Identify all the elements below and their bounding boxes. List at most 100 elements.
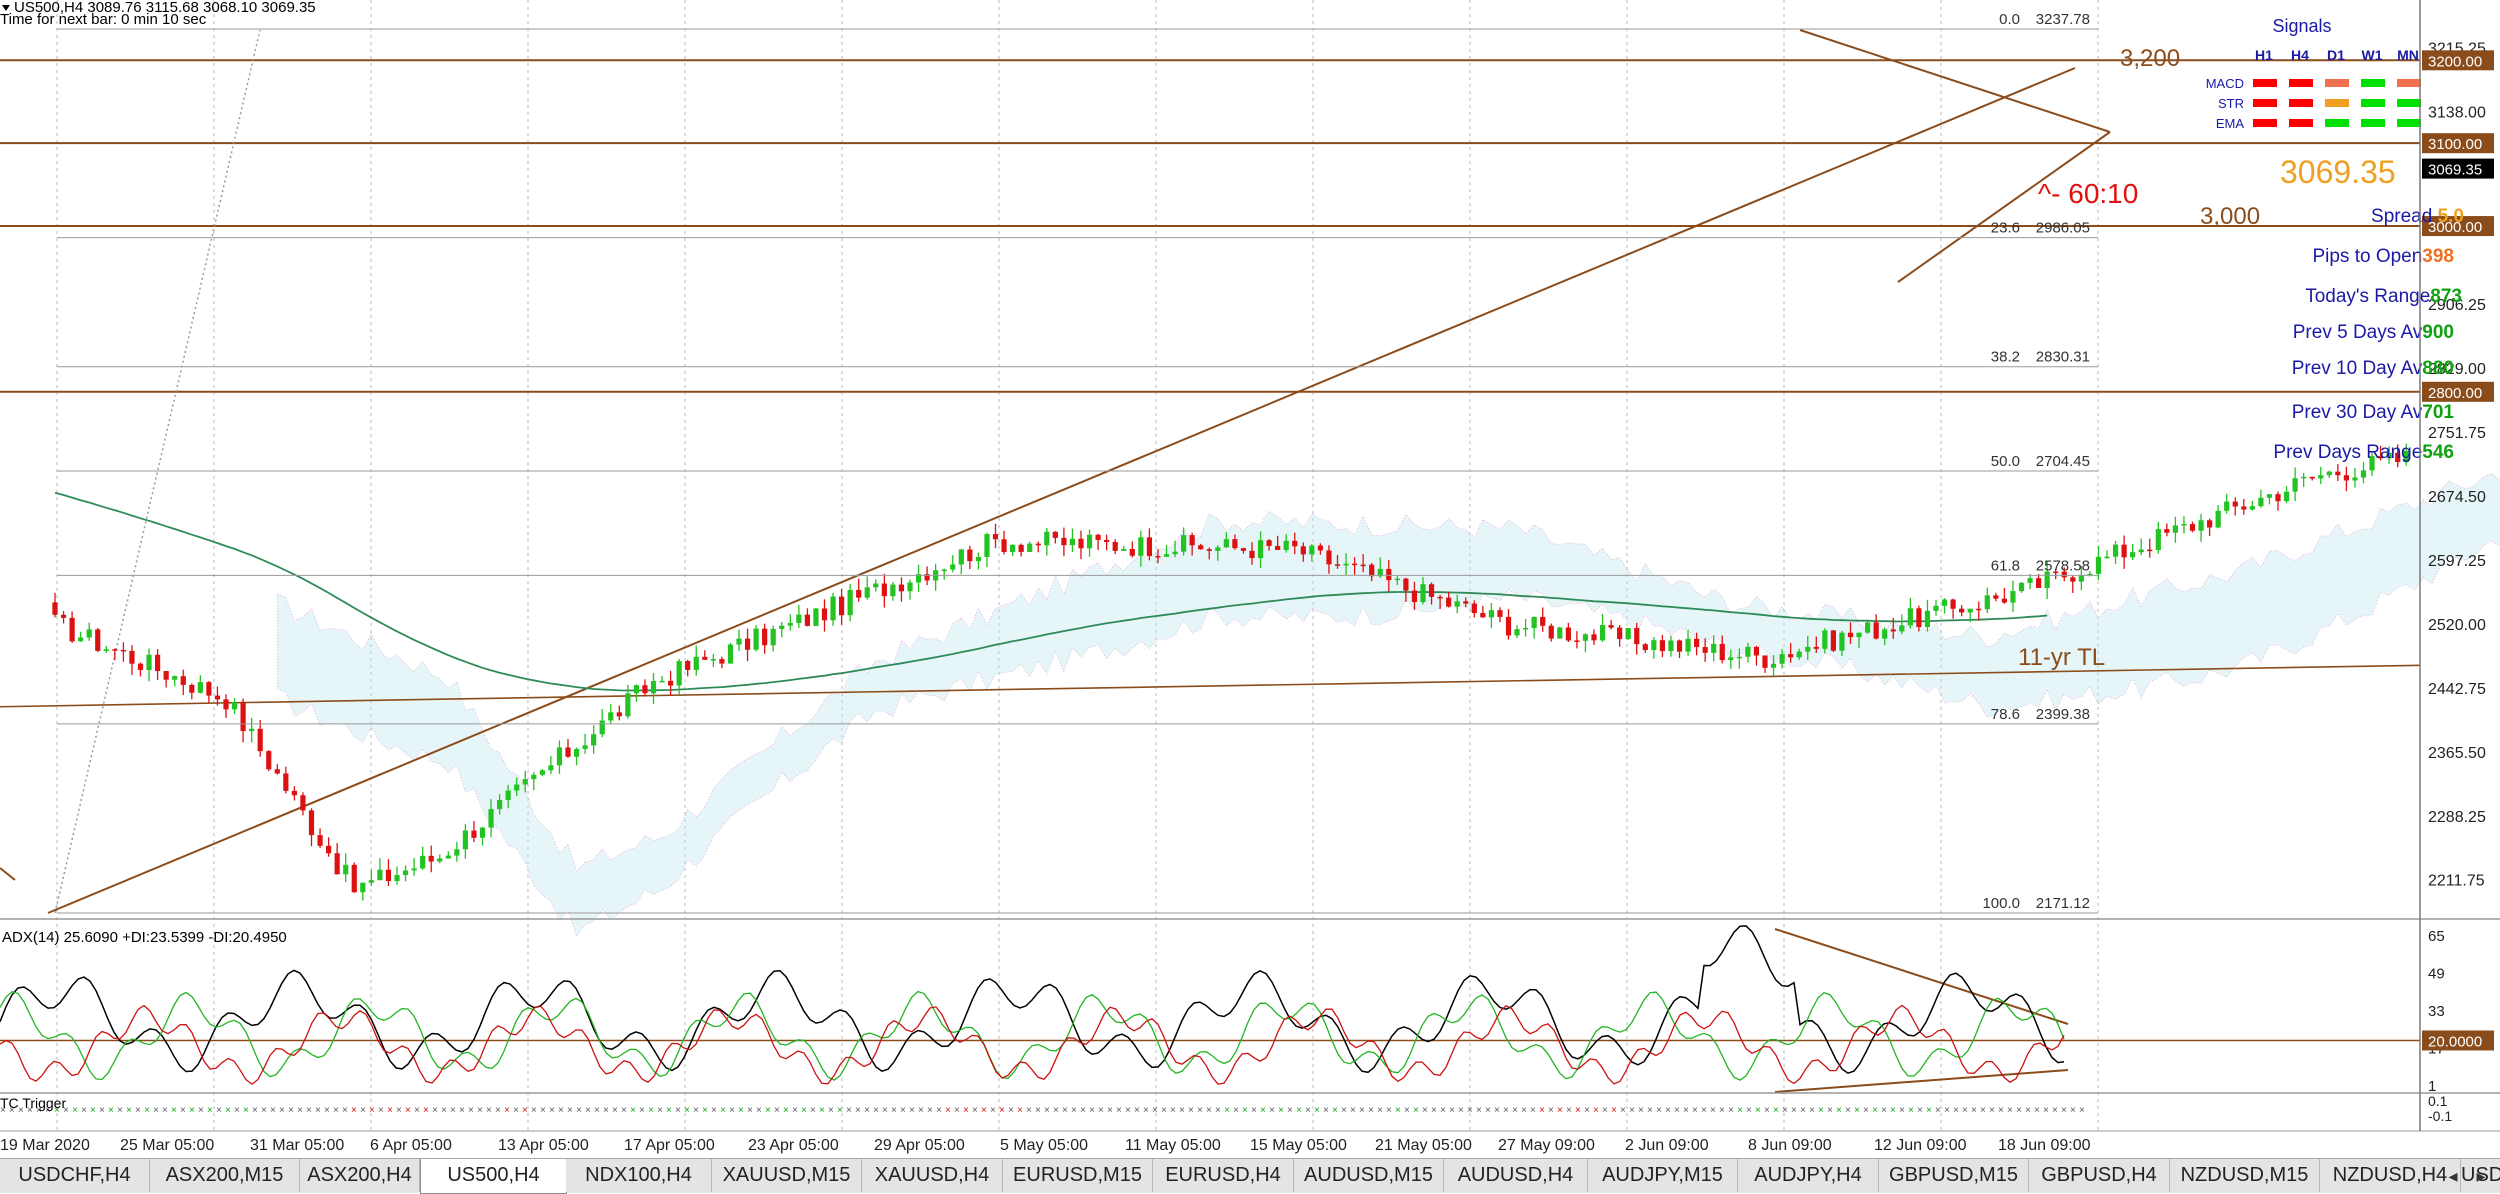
signal-indicator [2289,79,2313,87]
tab-audjpy-m15[interactable]: AUDJPY,M15 [1588,1159,1738,1192]
price-tag [2422,216,2494,237]
triangle-upper-line [1799,29,2111,133]
tab-audjpy-h4[interactable]: AUDJPY,H4 [1738,1159,1879,1192]
candle-body [334,853,340,875]
tab-us500-h4[interactable]: US500,H4 [420,1159,567,1194]
candle-body [642,685,648,694]
time-axis-label: 5 May 05:00 [1000,1137,1088,1154]
signal-timeframe: H1 [2255,47,2273,63]
tc-mark: × [594,1105,600,1116]
tc-mark: × [1404,1105,1410,1116]
candle-body [1488,610,1494,618]
tab-audusd-m15[interactable]: AUDUSD,M15 [1294,1159,1444,1192]
long-uptrend-line [47,67,2076,914]
tab-scroll-left-icon[interactable]: ◂ [2448,1166,2458,1186]
candle-body [2309,476,2315,479]
candle-body [2198,520,2204,531]
tc-mark: × [639,1105,645,1116]
tab-eurusd-m15[interactable]: EURUSD,M15 [1003,1159,1153,1192]
time-axis-label: 8 Jun 09:00 [1748,1137,1832,1154]
candle-body [1283,540,1289,550]
candle-body [967,549,973,562]
candle-body [2360,470,2367,478]
collapse-triangle-icon[interactable] [2,5,10,11]
candle-body [2318,475,2324,479]
candle-body [1206,549,1212,551]
tc-mark: × [1386,1105,1392,1116]
tab-gbpusd-m15[interactable]: GBPUSD,M15 [1879,1159,2029,1192]
candle-body [60,614,67,618]
tab-asx200-h4[interactable]: ASX200,H4 [300,1159,420,1192]
tab-asx200-m15[interactable]: ASX200,M15 [150,1159,300,1192]
candle-body [1582,634,1589,641]
tc-mark: × [729,1105,735,1116]
trading-chart[interactable]: 0.0 3237.78 23.6 2986.05 38.2 2830.31 50.0 2704… [0,0,2500,1158]
tc-mark: × [1431,1105,1437,1116]
candle-body [2070,577,2076,582]
fib-level: 78.6 [1991,706,2020,723]
candle-body [1129,548,1135,556]
tc-mark: × [873,1105,879,1116]
tc-mark: × [981,1105,987,1116]
tab-usdchf-h4[interactable]: USDCHF,H4 [0,1159,150,1192]
candle-body [1463,601,1469,604]
tc-mark: × [81,1105,87,1116]
tab-nzdusd-h4[interactable]: NZDUSD,H4 [2320,1159,2461,1192]
signal-timeframe: W1 [2362,47,2383,63]
tab-eurusd-h4[interactable]: EURUSD,H4 [1153,1159,1294,1192]
price-tag [2422,381,2494,402]
tc-mark: × [279,1105,285,1116]
candle-body [488,809,494,828]
tab-audusd-h4[interactable]: AUDUSD,H4 [1444,1159,1588,1192]
candle-body [821,608,828,621]
candle-body [1788,654,1794,658]
tc-mark: × [315,1105,321,1116]
signal-indicator [2289,99,2313,107]
candle-body [2232,501,2238,507]
tc-mark: × [243,1105,249,1116]
tc-mark: × [468,1105,474,1116]
tab-xauusd-m15[interactable]: XAUUSD,M15 [712,1159,862,1192]
signal-indicator [2361,119,2385,127]
tc-mark: × [1170,1105,1176,1116]
candle-body [2249,506,2255,510]
price-axis-label: 2829.00 [2428,361,2486,378]
candle-body [958,549,964,565]
tc-trigger-label: TC Trigger [0,1095,66,1111]
tc-mark: × [342,1105,348,1116]
tab-scroll-right-icon[interactable]: ▸ [2476,1166,2486,1186]
candle-body [1651,640,1657,651]
tab-usdc[interactable]: USDC [2461,1159,2500,1192]
tab-nzdusd-m15[interactable]: NZDUSD,M15 [2170,1159,2320,1192]
tc-mark: × [792,1105,798,1116]
tc-mark: × [1350,1105,1356,1116]
tc-mark: × [1800,1105,1806,1116]
tc-mark: × [567,1105,573,1116]
price-tag-label: 2800.00 [2428,385,2482,402]
candle-body [172,676,178,680]
candle-body [2189,524,2196,531]
candle-body [625,693,631,717]
candle-body [907,582,913,592]
tc-mark: × [2034,1105,2040,1116]
tab-gbpusd-h4[interactable]: GBPUSD,H4 [2029,1159,2170,1192]
fib-level: 100.0 [1982,895,2020,912]
tab-ndx100-h4[interactable]: NDX100,H4 [566,1159,712,1192]
candle-body [189,684,195,693]
candle-body [1044,531,1050,546]
tab-xauusd-h4[interactable]: XAUUSD,H4 [862,1159,1003,1192]
tc-mark: × [54,1105,60,1116]
candle-body [1976,608,1982,611]
tc-mark: × [1773,1105,1779,1116]
candle-body [1052,531,1058,538]
candle-body [146,654,152,670]
tc-mark: × [1206,1105,1212,1116]
tc-mark: × [702,1105,708,1116]
candle-body [753,628,759,650]
fib-value: 2578.58 [2036,557,2090,574]
time-axis-label: 13 Apr 05:00 [498,1137,589,1154]
tc-mark: × [1413,1105,1419,1116]
candle-body [1181,535,1187,552]
tc-mark: × [1782,1105,1788,1116]
candle-body [2275,494,2281,502]
